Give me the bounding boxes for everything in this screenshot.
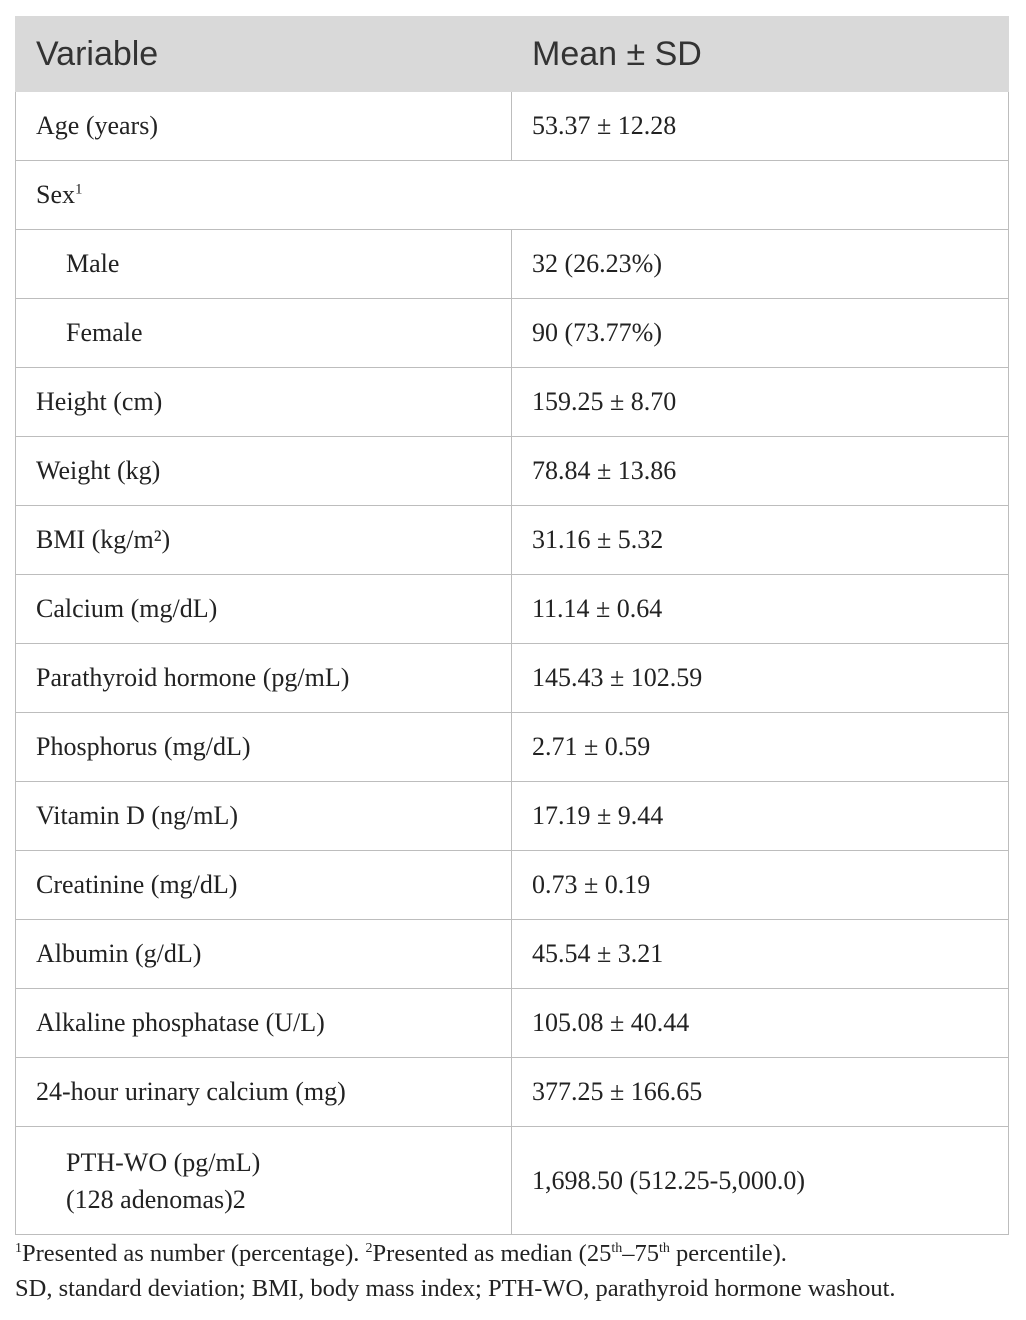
table-row-sex: Sex1 [15, 160, 1009, 230]
row-label: Alkaline phosphatase (U/L) [15, 988, 512, 1058]
row-label: BMI (kg/m²) [15, 505, 512, 575]
row-label: 24-hour urinary calcium (mg) [15, 1057, 512, 1127]
characteristics-table: Variable Mean ± SD Age (years) 53.37 ± 1… [15, 16, 1009, 1235]
table-row: Parathyroid hormone (pg/mL) 145.43 ± 102… [15, 643, 1009, 713]
row-value: 1,698.50 (512.25-5,000.0) [511, 1126, 1009, 1235]
footnote-ref-1: 1 [75, 181, 83, 198]
header-variable: Variable [15, 16, 512, 92]
footnote-2-th-2: th [658, 1240, 670, 1256]
table-row: Albumin (g/dL) 45.54 ± 3.21 [15, 919, 1009, 989]
table-row: Male 32 (26.23%) [15, 229, 1009, 299]
row-value: 2.71 ± 0.59 [511, 712, 1009, 782]
table-row: Alkaline phosphatase (U/L) 105.08 ± 40.4… [15, 988, 1009, 1058]
row-label: Calcium (mg/dL) [15, 574, 512, 644]
table-row: Female 90 (73.77%) [15, 298, 1009, 368]
table-row: Creatinine (mg/dL) 0.73 ± 0.19 [15, 850, 1009, 920]
row-label: Creatinine (mg/dL) [15, 850, 512, 920]
row-value: 31.16 ± 5.32 [511, 505, 1009, 575]
footnote-1-text: Presented as number (percentage). [22, 1240, 366, 1267]
table-row: BMI (kg/m²) 31.16 ± 5.32 [15, 505, 1009, 575]
row-label: Age (years) [15, 91, 512, 161]
row-label: Height (cm) [15, 367, 512, 437]
row-value: 377.25 ± 166.65 [511, 1057, 1009, 1127]
footnote-marker-2: 2 [365, 1240, 373, 1256]
row-value: 11.14 ± 0.64 [511, 574, 1009, 644]
characteristics-table-container: Variable Mean ± SD Age (years) 53.37 ± 1… [15, 16, 1009, 1235]
row-label-sex: Sex1 [15, 160, 1009, 230]
row-label: Parathyroid hormone (pg/mL) [15, 643, 512, 713]
row-value: 45.54 ± 3.21 [511, 919, 1009, 989]
table-header-row: Variable Mean ± SD [15, 16, 1009, 92]
row-label: Weight (kg) [15, 436, 512, 506]
table-footnotes: 1Presented as number (percentage). 2Pres… [15, 1236, 1015, 1306]
row-value: 105.08 ± 40.44 [511, 988, 1009, 1058]
table-row-pth-wo: PTH-WO (pg/mL) (128 adenomas)2 1,698.50 (… [15, 1126, 1009, 1235]
row-value: 159.25 ± 8.70 [511, 367, 1009, 437]
row-value: 145.43 ± 102.59 [511, 643, 1009, 713]
row-value: 78.84 ± 13.86 [511, 436, 1009, 506]
header-mean-sd: Mean ± SD [511, 16, 1009, 92]
footnote-2-text-c: percentile). [669, 1240, 787, 1267]
row-value: 90 (73.77%) [511, 298, 1009, 368]
row-value: 0.73 ± 0.19 [511, 850, 1009, 920]
row-label-pth-wo: PTH-WO (pg/mL) (128 adenomas)2 [15, 1126, 512, 1235]
row-label: Female [15, 298, 512, 368]
row-label: Vitamin D (ng/mL) [15, 781, 512, 851]
footnote-marker-1: 1 [15, 1240, 22, 1256]
table-row: Phosphorus (mg/dL) 2.71 ± 0.59 [15, 712, 1009, 782]
table-row: Age (years) 53.37 ± 12.28 [15, 91, 1009, 161]
pth-wo-label-line1: PTH-WO (pg/mL) [66, 1147, 261, 1177]
table-row: Vitamin D (ng/mL) 17.19 ± 9.44 [15, 781, 1009, 851]
footnote-2-text-a: Presented as median (25 [372, 1240, 612, 1267]
row-label: Male [15, 229, 512, 299]
row-value: 32 (26.23%) [511, 229, 1009, 299]
footnote-2-text-b: –75 [622, 1240, 659, 1267]
row-value: 53.37 ± 12.28 [511, 91, 1009, 161]
table-row: Weight (kg) 78.84 ± 13.86 [15, 436, 1009, 506]
sex-label: Sex [36, 180, 75, 209]
row-label: Albumin (g/dL) [15, 919, 512, 989]
abbreviations-line: SD, standard deviation; BMI, body mass i… [15, 1275, 896, 1302]
footnote-2-th-1: th [611, 1240, 623, 1256]
table-row: Height (cm) 159.25 ± 8.70 [15, 367, 1009, 437]
row-value: 17.19 ± 9.44 [511, 781, 1009, 851]
pth-wo-label-line2: (128 adenomas)2 [66, 1184, 246, 1214]
footnote-line-1: 1Presented as number (percentage). 2Pres… [15, 1236, 1015, 1271]
row-label: Phosphorus (mg/dL) [15, 712, 512, 782]
table-row: Calcium (mg/dL) 11.14 ± 0.64 [15, 574, 1009, 644]
table-row: 24-hour urinary calcium (mg) 377.25 ± 16… [15, 1057, 1009, 1127]
